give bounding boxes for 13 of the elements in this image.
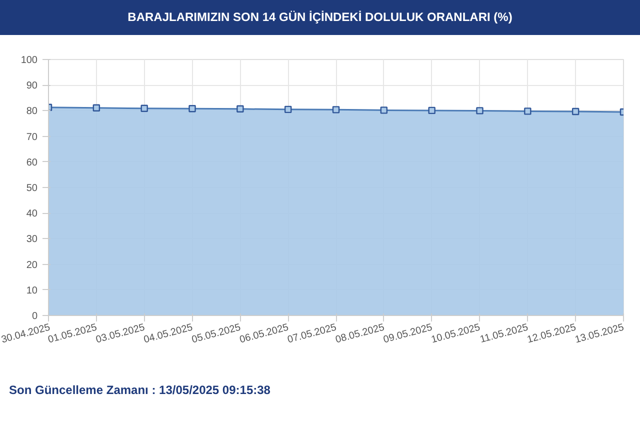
chart-title: BARAJLARIMIZIN SON 14 GÜN İÇİNDEKİ DOLULUK ORANLARI (%) bbox=[128, 9, 512, 26]
y-tick-label: 50 bbox=[26, 183, 38, 194]
y-tick-label: 40 bbox=[26, 208, 38, 220]
y-tick-label: 90 bbox=[26, 80, 38, 92]
text: Son Güncelleme Zamanı : 13/05/2025 09:15:38 bbox=[9, 382, 270, 399]
y-tick-label: 10 bbox=[26, 285, 38, 296]
y-tick-label: 80 bbox=[26, 106, 38, 118]
y-tick-label: 100 bbox=[20, 55, 38, 66]
y-tick-label: 0 bbox=[32, 311, 38, 322]
y-tick-label: 60 bbox=[26, 157, 38, 168]
y-tick-label: 20 bbox=[26, 260, 38, 271]
y-tick-label: 70 bbox=[26, 132, 38, 143]
y-tick-label: 30 bbox=[26, 234, 38, 246]
